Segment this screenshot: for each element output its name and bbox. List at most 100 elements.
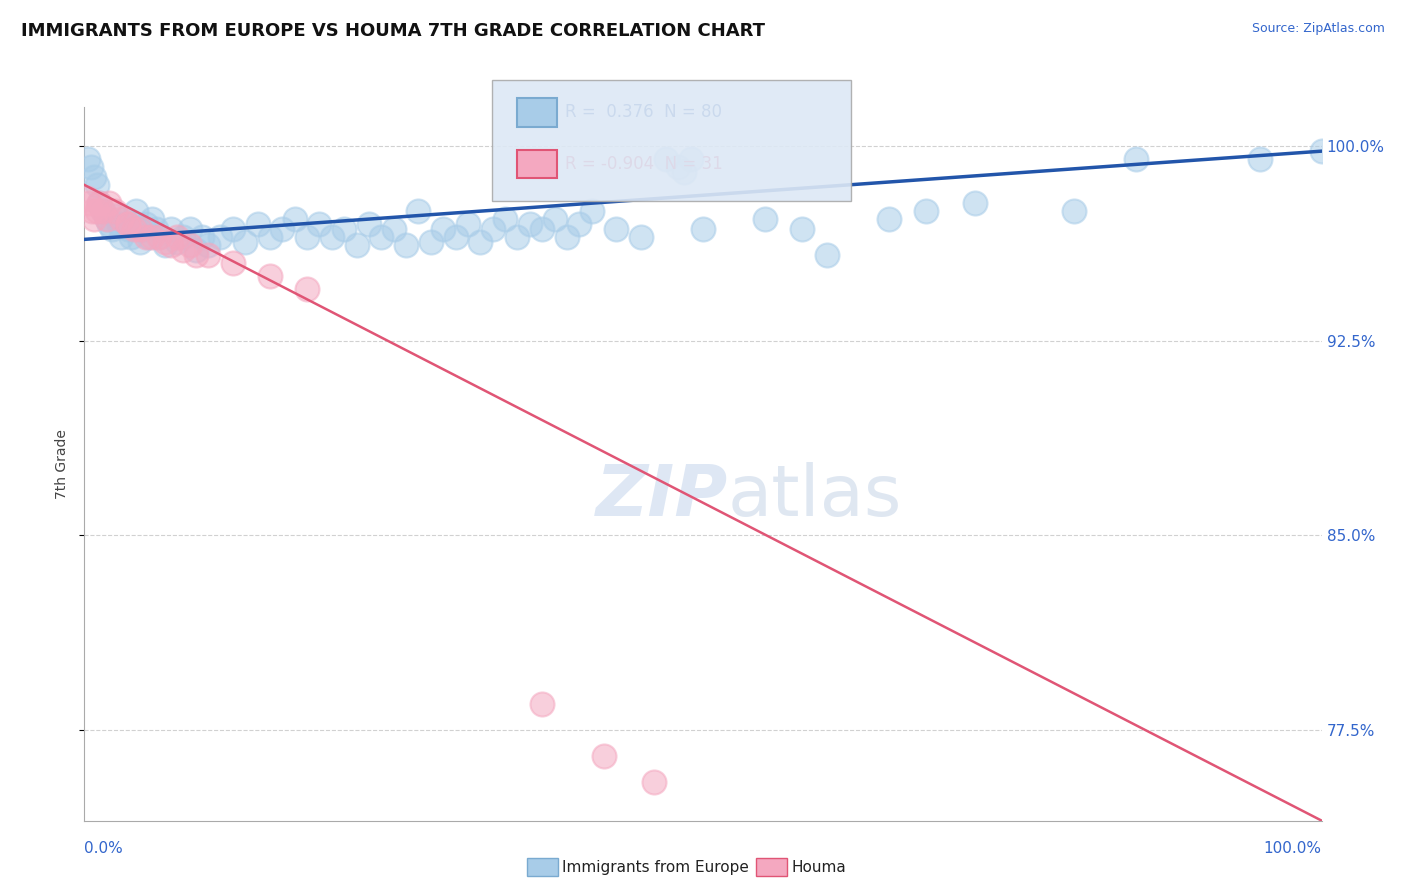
Point xyxy=(120,229,142,244)
Point xyxy=(457,217,479,231)
Point xyxy=(138,229,160,244)
Point xyxy=(643,774,665,789)
Point xyxy=(160,237,183,252)
Point xyxy=(209,229,232,244)
Point xyxy=(531,697,554,711)
Point xyxy=(104,209,127,223)
Point xyxy=(295,229,318,244)
Point xyxy=(122,222,145,236)
Point xyxy=(284,211,307,226)
Text: Immigrants from Europe: Immigrants from Europe xyxy=(562,860,749,874)
Point xyxy=(630,229,652,244)
Point xyxy=(76,191,98,205)
Point xyxy=(246,217,269,231)
Point xyxy=(122,217,145,231)
Point xyxy=(494,211,516,226)
Text: Source: ZipAtlas.com: Source: ZipAtlas.com xyxy=(1251,22,1385,36)
Point xyxy=(1249,152,1271,166)
Point xyxy=(666,160,689,174)
Text: Houma: Houma xyxy=(792,860,846,874)
Point xyxy=(655,152,678,166)
Point xyxy=(179,237,201,252)
Point xyxy=(593,748,616,763)
Point xyxy=(83,170,105,185)
Point xyxy=(1125,152,1147,166)
Point xyxy=(79,160,101,174)
Point xyxy=(125,203,148,218)
Point xyxy=(89,196,111,211)
Text: atlas: atlas xyxy=(728,462,903,531)
Point xyxy=(129,235,152,249)
Point xyxy=(160,222,183,236)
Point xyxy=(117,217,139,231)
Point xyxy=(222,222,245,236)
Point xyxy=(519,217,541,231)
Point xyxy=(965,196,987,211)
Point xyxy=(86,203,108,218)
Point xyxy=(166,229,188,244)
Point xyxy=(605,222,627,236)
Point xyxy=(100,222,122,236)
Point xyxy=(110,229,132,244)
Point xyxy=(321,229,343,244)
Point xyxy=(184,243,207,257)
Point xyxy=(877,211,900,226)
Point xyxy=(172,243,194,257)
Point xyxy=(555,229,578,244)
Point xyxy=(481,222,503,236)
Text: R =  0.376  N = 80: R = 0.376 N = 80 xyxy=(565,103,723,121)
Point xyxy=(395,237,418,252)
Point xyxy=(815,248,838,262)
Point xyxy=(432,222,454,236)
Point xyxy=(184,248,207,262)
Point xyxy=(408,203,430,218)
Point xyxy=(346,237,368,252)
Text: 0.0%: 0.0% xyxy=(84,841,124,856)
Point xyxy=(91,203,114,218)
Point xyxy=(132,222,155,236)
Point xyxy=(86,178,108,192)
Point xyxy=(91,203,114,218)
Point xyxy=(135,229,157,244)
Point xyxy=(357,217,380,231)
Point xyxy=(370,229,392,244)
Point xyxy=(506,229,529,244)
Point xyxy=(83,211,105,226)
Point xyxy=(117,217,139,231)
Point xyxy=(259,229,281,244)
Point xyxy=(790,222,813,236)
Point xyxy=(148,229,170,244)
Point xyxy=(172,229,194,244)
Point xyxy=(96,211,118,226)
Point xyxy=(112,211,135,226)
Point xyxy=(1310,144,1333,158)
Text: IMMIGRANTS FROM EUROPE VS HOUMA 7TH GRADE CORRELATION CHART: IMMIGRANTS FROM EUROPE VS HOUMA 7TH GRAD… xyxy=(21,22,765,40)
Point xyxy=(77,152,100,166)
Point xyxy=(89,196,111,211)
Point xyxy=(233,235,256,249)
Point xyxy=(135,217,157,231)
Point xyxy=(110,211,132,226)
Point xyxy=(98,217,121,231)
Point xyxy=(108,217,131,231)
Point xyxy=(145,222,167,236)
Point xyxy=(754,211,776,226)
Point xyxy=(271,222,294,236)
Point xyxy=(673,165,696,179)
Point xyxy=(197,237,219,252)
Point xyxy=(166,235,188,249)
Point xyxy=(1063,203,1085,218)
Point xyxy=(153,235,176,249)
Point xyxy=(141,229,163,244)
Point xyxy=(80,203,103,218)
Point xyxy=(179,222,201,236)
Point xyxy=(222,256,245,270)
Point xyxy=(444,229,467,244)
Point xyxy=(308,217,330,231)
Point xyxy=(295,282,318,296)
Text: 100.0%: 100.0% xyxy=(1264,841,1322,856)
Point xyxy=(914,203,936,218)
Point xyxy=(259,268,281,283)
Point xyxy=(197,248,219,262)
Point xyxy=(191,229,214,244)
